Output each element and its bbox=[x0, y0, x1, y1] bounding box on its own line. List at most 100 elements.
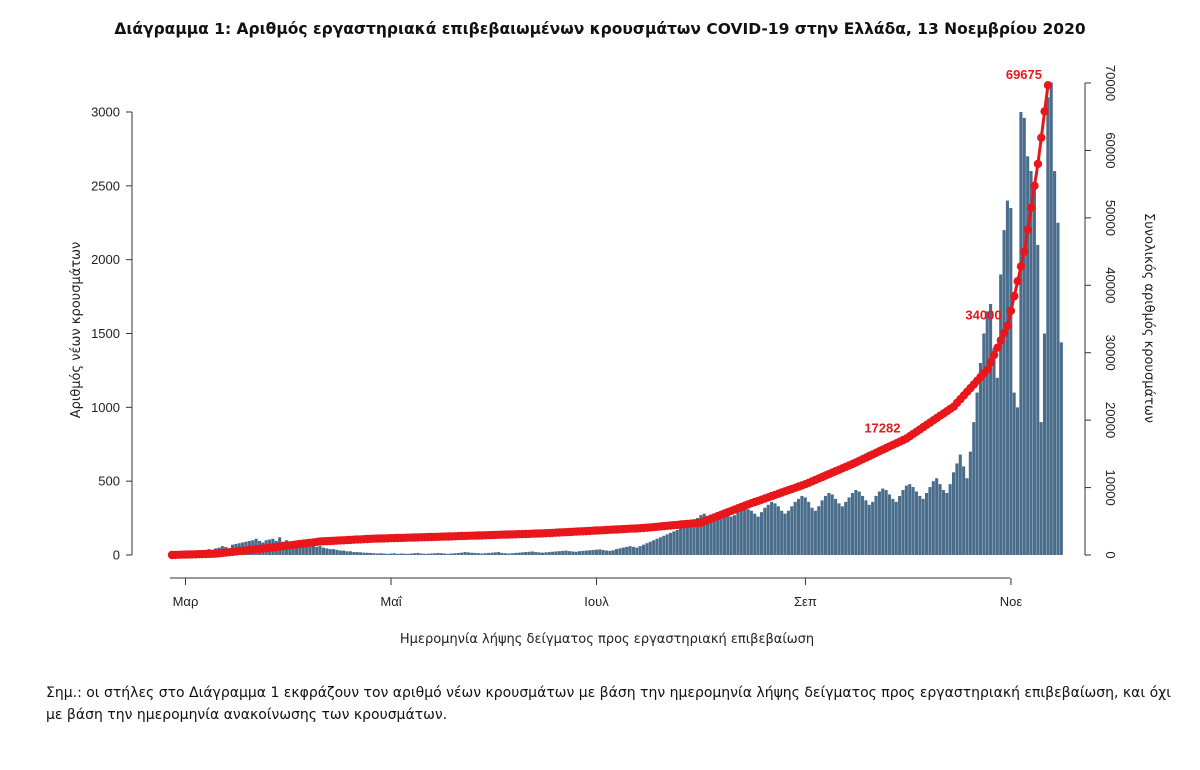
daily-cases-bar bbox=[941, 490, 945, 555]
daily-cases-bar bbox=[935, 478, 939, 555]
daily-cases-bar bbox=[945, 492, 949, 555]
daily-cases-bar bbox=[739, 507, 743, 555]
y-right-tick-label: 40000 bbox=[1103, 267, 1118, 303]
daily-cases-bar bbox=[689, 523, 693, 555]
daily-cases-bar bbox=[520, 552, 524, 555]
daily-cases-bar bbox=[527, 551, 531, 555]
daily-cases-bar bbox=[321, 547, 326, 555]
daily-cases-bar bbox=[1015, 407, 1020, 555]
x-tick-label: Νοε bbox=[1000, 594, 1023, 609]
daily-cases-bar bbox=[652, 540, 656, 555]
daily-cases-bar bbox=[1026, 156, 1030, 556]
daily-cases-bar bbox=[1029, 171, 1033, 555]
daily-cases-bar bbox=[426, 553, 430, 555]
daily-cases-bar bbox=[837, 503, 841, 555]
daily-cases-bar bbox=[449, 553, 454, 555]
y-left-tick-label: 1000 bbox=[91, 400, 120, 415]
daily-cases-bar bbox=[534, 552, 538, 555]
x-tick-label: Μαΐ bbox=[380, 594, 402, 609]
daily-cases-bar bbox=[631, 546, 635, 555]
daily-cases-bar bbox=[399, 553, 403, 555]
daily-cases-bar bbox=[497, 552, 501, 555]
daily-cases-bar bbox=[793, 501, 797, 555]
daily-cases-bar bbox=[732, 515, 737, 555]
daily-cases-bar bbox=[385, 553, 390, 555]
daily-cases-bar bbox=[726, 513, 730, 555]
daily-cases-bar bbox=[847, 497, 851, 555]
daily-cases-bar bbox=[648, 541, 652, 555]
bar-series bbox=[170, 82, 1063, 556]
cumulative-point bbox=[993, 343, 1002, 352]
daily-cases-bar bbox=[928, 487, 932, 555]
daily-cases-bar bbox=[921, 498, 925, 555]
daily-cases-bar bbox=[358, 552, 363, 555]
x-tick-label: Ιουλ bbox=[584, 594, 609, 609]
cumulative-point bbox=[1013, 277, 1022, 286]
cumulative-point bbox=[996, 336, 1005, 345]
daily-cases-bar bbox=[369, 552, 373, 555]
daily-cases-bar bbox=[978, 363, 983, 555]
cumulative-annotation: 34000 bbox=[965, 308, 1001, 323]
annotations: 17282 34000 69675 bbox=[864, 67, 1042, 435]
y-right-tick-label: 30000 bbox=[1103, 335, 1118, 371]
chart-title: Διάγραμμα 1: Αριθμός εργαστηριακά επιβεβ… bbox=[114, 20, 1086, 38]
daily-cases-bar bbox=[881, 488, 885, 555]
daily-cases-bar bbox=[1019, 112, 1023, 555]
daily-cases-bar bbox=[1012, 392, 1016, 555]
daily-cases-bar bbox=[995, 377, 999, 555]
daily-cases-bar bbox=[642, 544, 646, 555]
daily-cases-bar bbox=[510, 553, 514, 555]
daily-cases-bar bbox=[604, 550, 609, 555]
daily-cases-bar bbox=[692, 521, 696, 555]
cumulative-annotation: 17282 bbox=[864, 420, 900, 435]
daily-cases-bar bbox=[898, 495, 902, 555]
daily-cases-bar bbox=[820, 500, 824, 555]
daily-cases-bar bbox=[308, 544, 312, 555]
y-right-tick-label: 20000 bbox=[1103, 402, 1118, 438]
cumulative-point bbox=[1033, 159, 1043, 169]
daily-cases-bar bbox=[1009, 207, 1013, 556]
y-left-tick-label: 1500 bbox=[91, 326, 120, 341]
daily-cases-bar bbox=[389, 553, 393, 555]
daily-cases-bar bbox=[362, 552, 366, 555]
daily-cases-bar bbox=[298, 541, 302, 555]
y-axis-left-label: Αριθμός νέων κρουσμάτων bbox=[69, 242, 84, 419]
daily-cases-bar bbox=[871, 501, 875, 555]
cumulative-point bbox=[986, 358, 995, 367]
cumulative-point bbox=[1037, 133, 1046, 142]
daily-cases-bar bbox=[483, 553, 487, 555]
daily-cases-bar bbox=[712, 518, 716, 555]
daily-cases-bar bbox=[325, 548, 329, 555]
daily-cases-bar bbox=[999, 274, 1003, 555]
daily-cases-bar bbox=[749, 510, 753, 555]
daily-cases-bar bbox=[894, 501, 898, 555]
daily-cases-bar bbox=[365, 552, 369, 555]
cumulative-point bbox=[1016, 262, 1026, 271]
daily-cases-bar bbox=[338, 550, 342, 555]
y-left-tick-label: 0 bbox=[113, 548, 120, 563]
daily-cases-bar bbox=[773, 503, 777, 555]
daily-cases-bar bbox=[554, 551, 558, 555]
daily-cases-bar bbox=[591, 549, 595, 555]
daily-cases-bar bbox=[348, 551, 352, 555]
daily-cases-bar bbox=[989, 303, 993, 555]
daily-cases-bar bbox=[463, 552, 467, 555]
daily-cases-bar bbox=[861, 495, 865, 555]
daily-cases-bar bbox=[746, 509, 750, 555]
daily-cases-bar bbox=[628, 546, 632, 555]
daily-cases-bar bbox=[305, 542, 309, 555]
daily-cases-bar bbox=[675, 529, 679, 555]
y-axis-right-label: Συνολικός αριθμός κρουσμάτων bbox=[1141, 213, 1156, 423]
daily-cases-bar bbox=[524, 552, 528, 555]
daily-cases-bar bbox=[372, 553, 376, 555]
daily-cases-bar bbox=[601, 549, 605, 555]
daily-cases-bar bbox=[679, 528, 683, 555]
daily-cases-bar bbox=[598, 549, 602, 555]
y-left-tick-label: 2500 bbox=[91, 178, 120, 193]
daily-cases-bar bbox=[844, 501, 848, 555]
daily-cases-bar bbox=[608, 550, 612, 555]
daily-cases-bar bbox=[577, 551, 582, 555]
daily-cases-bar bbox=[409, 553, 413, 555]
daily-cases-bar bbox=[719, 512, 723, 555]
daily-cases-bar bbox=[992, 348, 996, 555]
